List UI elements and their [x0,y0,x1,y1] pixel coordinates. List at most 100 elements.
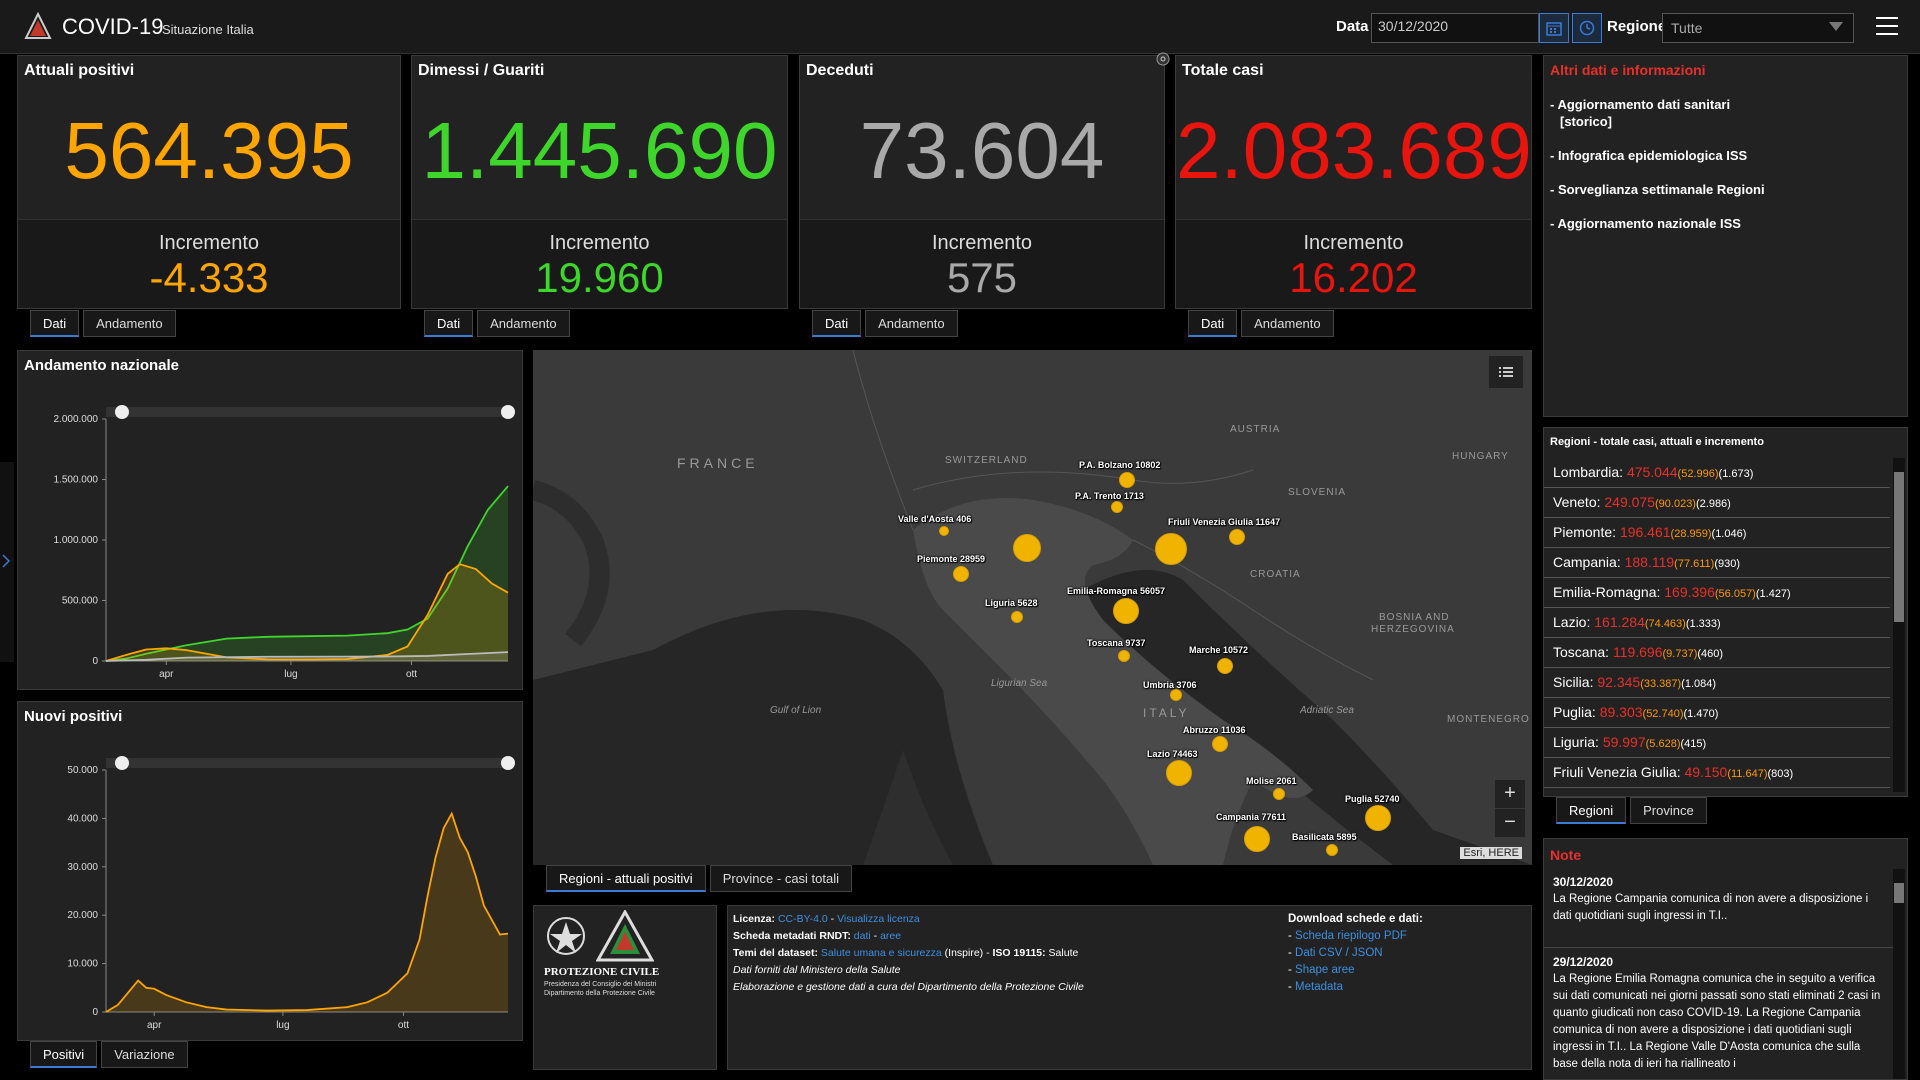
region-increment: (2.986) [1695,498,1731,510]
range-handle[interactable] [501,405,515,419]
map-bubble[interactable] [1155,533,1187,565]
map-bubble[interactable] [1365,805,1391,831]
download-metadata-link[interactable]: Metadata [1295,981,1343,993]
legend-button[interactable] [1489,356,1523,388]
regions-scrollbar[interactable] [1893,458,1905,792]
region-row[interactable]: Friuli Venezia Giulia: 49.150(11.647)(80… [1544,758,1890,788]
region-active: (28.959) [1670,528,1712,540]
map-land-svg [533,350,1532,865]
map-bubble[interactable] [1011,611,1023,623]
tab-positivi[interactable]: Positivi [30,1041,98,1068]
tab-andamento[interactable]: Andamento [477,310,570,337]
region-row[interactable]: Piemonte: 196.461(28.959)(1.046) [1544,518,1890,548]
download-csv-link[interactable]: Dati CSV / JSON [1295,947,1383,959]
logo-subtext: Presidenza del Consiglio dei Ministri [544,981,657,988]
settings-icon[interactable] [1155,51,1171,67]
range-handle[interactable] [115,756,129,770]
download-title: Download schede e dati: [1288,913,1423,925]
tab-variazione[interactable]: Variazione [101,1041,188,1068]
link-aggiornamento-dati[interactable]: - Aggiornamento dati sanitari [1550,97,1731,112]
range-handle[interactable] [501,756,515,770]
map-attribution[interactable]: Esri, HERE [1460,847,1522,859]
download-pdf-link[interactable]: Scheda riepilogo PDF [1295,930,1407,942]
tab-dati[interactable]: Dati [424,310,474,337]
map-bubble[interactable] [1111,501,1123,513]
map-bubble[interactable] [1229,529,1245,545]
calendar-button[interactable] [1539,13,1569,43]
emblem-icon [547,917,585,955]
metadata-dati-link[interactable]: dati [853,930,871,942]
tab-andamento[interactable]: Andamento [865,310,958,337]
map-bubble[interactable] [1273,788,1285,800]
region-label: Regione [1607,18,1667,35]
link-infografica[interactable]: - Infografica epidemiologica ISS [1550,148,1748,163]
series-line [105,563,509,662]
notes-panel: Note 30/12/2020 La Regione Campania comu… [1543,838,1908,1080]
map-bubble[interactable] [1244,826,1270,852]
region-name: Campania: [1553,554,1621,570]
license-link[interactable]: CC-BY-4.0 [777,913,828,925]
tab-regioni-attuali[interactable]: Regioni - attuali positivi [546,865,706,892]
map-bubble[interactable] [953,566,969,582]
tab-dati[interactable]: Dati [1188,310,1238,337]
y-tick-label: 10.000 [67,959,98,970]
view-license-link[interactable]: Visualizza licenza [837,913,920,925]
map-bubble[interactable] [939,526,949,536]
range-handle[interactable] [115,405,129,419]
themes-link[interactable]: Salute umana e sicurezza [820,947,942,959]
link-storico[interactable]: [storico] [1560,114,1612,129]
region-row[interactable]: Lombardia: 475.044(52.996)(1.673) [1544,458,1890,488]
tab-dati[interactable]: Dati [812,310,862,337]
map-bubble[interactable] [1217,658,1233,674]
map-view[interactable]: FRANCE SWITZERLAND AUSTRIA HUNGARY SLOVE… [533,350,1532,865]
zoom-in-button[interactable]: + [1495,780,1525,808]
map-bubble[interactable] [1113,598,1139,624]
hamburger-menu-icon[interactable] [1876,17,1898,35]
clock-button[interactable] [1572,13,1602,43]
map-bubble[interactable] [1118,650,1130,662]
map-bubble[interactable] [1013,534,1041,562]
date-input[interactable]: 30/12/2020 [1371,13,1539,43]
map-bubble[interactable] [1326,844,1338,856]
link-aggiornamento-iss[interactable]: - Aggiornamento nazionale ISS [1550,216,1741,231]
region-row[interactable]: Veneto: 249.075(90.023)(2.986) [1544,488,1890,518]
region-total: 59.997 [1602,734,1646,750]
zoom-out-button[interactable]: − [1495,809,1525,837]
stat-value: 564.395 [64,106,354,195]
link-sorveglianza[interactable]: - Sorveglianza settimanale Regioni [1550,182,1765,197]
map-city-label: Toscana 9737 [1087,638,1146,648]
region-row[interactable]: Sicilia: 92.345(33.387)(1.084) [1544,668,1890,698]
logo-text: PROTEZIONE CIVILE [544,966,660,978]
map-bubble[interactable] [1166,760,1192,786]
notes-scrollbar[interactable] [1893,869,1905,1079]
logo-subtext: Dipartimento della Protezione Civile [544,990,655,997]
region-row[interactable]: Puglia: 89.303(52.740)(1.470) [1544,698,1890,728]
tab-province-casi[interactable]: Province - casi totali [709,865,853,892]
tab-andamento[interactable]: Andamento [83,310,176,337]
x-tick-label: apr [147,1020,162,1031]
region-active: (5.628) [1645,738,1681,750]
metadata-aree-link[interactable]: aree [880,930,902,942]
map-label-montenegro: MONTENEGRO [1447,714,1530,725]
regions-list[interactable]: Lombardia: 475.044(52.996)(1.673) Veneto:… [1544,458,1894,792]
region-row[interactable]: Campania: 188.119(77.611)(930) [1544,548,1890,578]
regions-tabs: Regioni Province [1556,797,1707,824]
map-city-label: Molise 2061 [1246,776,1297,786]
region-total: 196.461 [1619,524,1671,540]
side-panel-handle[interactable] [0,462,14,662]
tab-regioni[interactable]: Regioni [1556,797,1627,824]
map-bubble[interactable] [1119,472,1135,488]
region-row[interactable]: Lazio: 161.284(74.463)(1.333) [1544,608,1890,638]
region-name: Veneto: [1553,494,1601,510]
tab-andamento[interactable]: Andamento [1241,310,1334,337]
region-row[interactable]: Toscana: 119.696(9.737)(460) [1544,638,1890,668]
region-row[interactable]: Emilia-Romagna: 169.396(56.057)(1.427) [1544,578,1890,608]
map-bubble[interactable] [1170,689,1182,701]
tab-dati[interactable]: Dati [30,310,80,337]
region-total: 161.284 [1594,614,1645,630]
map-bubble[interactable] [1212,736,1228,752]
region-select[interactable]: Tutte [1662,13,1854,43]
tab-province[interactable]: Province [1630,797,1707,824]
download-shape-link[interactable]: Shape aree [1295,964,1355,976]
region-row[interactable]: Liguria: 59.997(5.628)(415) [1544,728,1890,758]
